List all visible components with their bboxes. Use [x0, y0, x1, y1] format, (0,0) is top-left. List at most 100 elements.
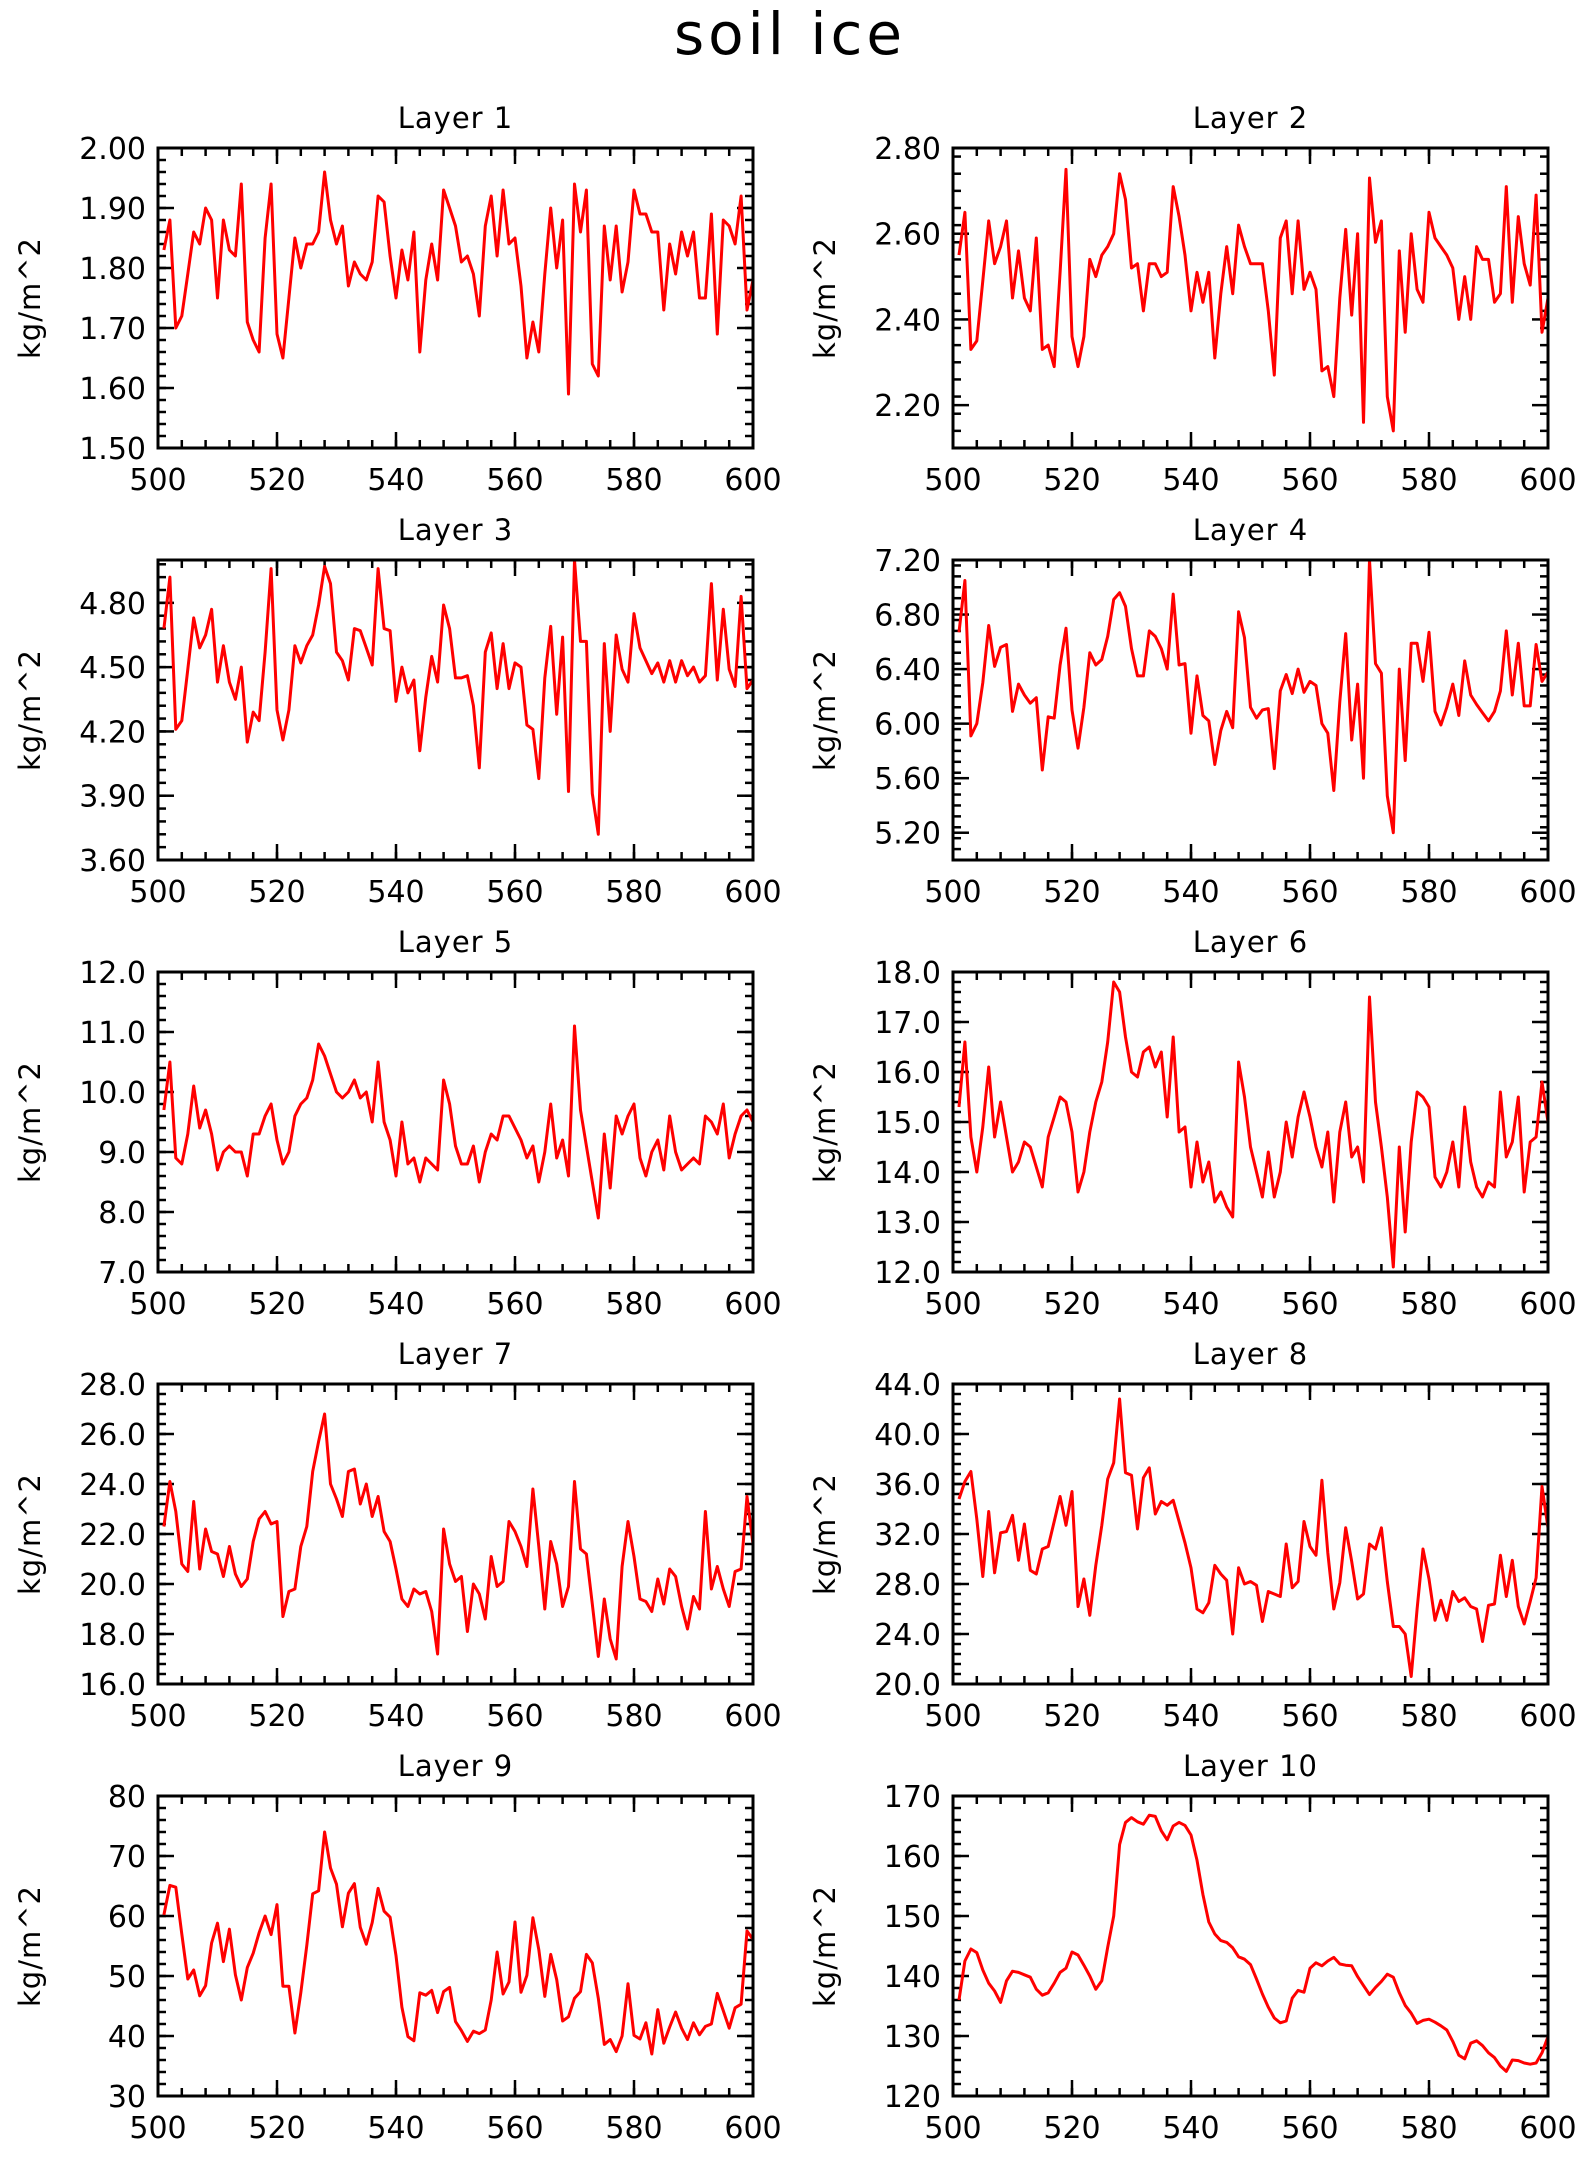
chart-panel-8: Layer 8 kg/m^2 500 520 540 560 580 600 20.0 24.0 2… — [808, 1337, 1577, 1734]
plot-frame — [156, 558, 755, 862]
x-tick-label: 540 — [1162, 2111, 1219, 2146]
x-tick-label: 560 — [486, 875, 543, 910]
y-tick-label: 12.0 — [874, 1256, 941, 1291]
y-tick-label: 1.70 — [79, 312, 146, 347]
y-tick-label: 5.20 — [874, 817, 941, 852]
x-tick-label: 600 — [724, 2111, 781, 2146]
series-line — [957, 1397, 1550, 1678]
series-line — [162, 1412, 755, 1661]
y-axis-label: kg/m^2 — [808, 237, 842, 359]
chart-panel-2: Layer 2 kg/m^2 500 520 540 560 580 600 2.20 2.40 2… — [808, 101, 1577, 498]
x-tick-label: 560 — [1281, 463, 1338, 498]
y-tick-label: 3.90 — [79, 780, 146, 815]
series-line — [957, 980, 1550, 1269]
x-tick-label: 560 — [486, 1287, 543, 1322]
y-axis-label: kg/m^2 — [808, 1885, 842, 2007]
chart-panel-4: Layer 4 kg/m^2 500 520 540 560 580 600 5.20 5.60 6… — [808, 513, 1577, 910]
chart-panel-9: Layer 9 kg/m^2 500 520 540 560 580 600 30 40 50 60 7… — [13, 1749, 782, 2146]
y-tick-label: 28.0 — [874, 1568, 941, 1603]
y-tick-label: 24.0 — [874, 1618, 941, 1653]
x-tick-label: 540 — [367, 2111, 424, 2146]
y-tick-label: 70 — [108, 1840, 146, 1875]
y-tick-label: 7.20 — [874, 544, 941, 579]
y-axis-label: kg/m^2 — [808, 649, 842, 771]
chart-panel-3: Layer 3 kg/m^2 500 520 540 560 580 600 3.60 3.90 4… — [13, 513, 782, 910]
y-tick-label: 4.80 — [79, 587, 146, 622]
y-axis-label: kg/m^2 — [13, 1473, 47, 1595]
x-tick-label: 560 — [486, 1699, 543, 1734]
x-tick-label: 500 — [924, 1699, 981, 1734]
x-tick-label: 580 — [1400, 463, 1457, 498]
y-tick-label: 130 — [884, 2020, 941, 2055]
y-tick-label: 2.80 — [874, 132, 941, 167]
series-line — [162, 558, 755, 836]
y-tick-label: 6.40 — [874, 653, 941, 688]
series-line — [957, 167, 1550, 433]
x-tick-label: 600 — [724, 1287, 781, 1322]
y-tick-label: 1.50 — [79, 432, 146, 467]
x-tick-label: 580 — [605, 463, 662, 498]
panel-title: Layer 6 — [1193, 925, 1309, 959]
panel-title: Layer 5 — [398, 925, 514, 959]
y-tick-label: 6.80 — [874, 599, 941, 634]
y-tick-label: 12.0 — [79, 956, 146, 991]
x-tick-label: 580 — [1400, 1699, 1457, 1734]
figure-title: soil ice — [674, 0, 906, 68]
x-tick-label: 560 — [1281, 875, 1338, 910]
x-tick-label: 500 — [129, 875, 186, 910]
panel-title: Layer 9 — [398, 1749, 514, 1783]
x-tick-label: 580 — [1400, 2111, 1457, 2146]
x-tick-label: 560 — [1281, 1287, 1338, 1322]
x-tick-label: 520 — [248, 1287, 305, 1322]
chart-panel-10: Layer 10 kg/m^2 500 520 540 560 580 600 120 130 14… — [808, 1749, 1577, 2146]
y-tick-label: 15.0 — [874, 1106, 941, 1141]
y-tick-label: 5.60 — [874, 762, 941, 797]
x-tick-label: 500 — [924, 875, 981, 910]
series-line — [957, 1813, 1550, 2073]
x-tick-label: 540 — [367, 463, 424, 498]
x-tick-label: 540 — [1162, 1287, 1219, 1322]
y-tick-label: 22.0 — [79, 1518, 146, 1553]
x-tick-label: 520 — [248, 2111, 305, 2146]
y-tick-label: 30 — [108, 2080, 146, 2115]
x-tick-label: 600 — [1519, 2111, 1576, 2146]
x-tick-label: 600 — [724, 1699, 781, 1734]
chart-panel-7: Layer 7 kg/m^2 500 520 540 560 580 600 16.0 18.0 2… — [13, 1337, 782, 1734]
y-tick-label: 20.0 — [79, 1568, 146, 1603]
x-tick-label: 520 — [1043, 1287, 1100, 1322]
y-tick-label: 170 — [884, 1780, 941, 1815]
y-tick-label: 18.0 — [79, 1618, 146, 1653]
x-tick-label: 540 — [1162, 875, 1219, 910]
y-tick-label: 4.50 — [79, 651, 146, 686]
x-tick-label: 500 — [924, 2111, 981, 2146]
panel-title: Layer 8 — [1193, 1337, 1309, 1371]
y-tick-label: 120 — [884, 2080, 941, 2115]
x-tick-label: 500 — [129, 2111, 186, 2146]
x-tick-label: 500 — [924, 1287, 981, 1322]
x-tick-label: 580 — [1400, 1287, 1457, 1322]
y-tick-label: 9.0 — [98, 1136, 146, 1171]
y-tick-label: 32.0 — [874, 1518, 941, 1553]
y-tick-label: 1.80 — [79, 252, 146, 287]
series-line — [162, 1024, 755, 1220]
y-axis-label: kg/m^2 — [13, 649, 47, 771]
panel-title: Layer 10 — [1183, 1749, 1318, 1783]
x-tick-label: 600 — [1519, 463, 1576, 498]
x-tick-label: 500 — [129, 463, 186, 498]
x-tick-label: 560 — [486, 2111, 543, 2146]
y-axis-label: kg/m^2 — [13, 1885, 47, 2007]
y-tick-label: 28.0 — [79, 1368, 146, 1403]
y-tick-label: 6.00 — [874, 708, 941, 743]
x-tick-label: 580 — [605, 875, 662, 910]
y-tick-label: 44.0 — [874, 1368, 941, 1403]
y-tick-label: 2.40 — [874, 303, 941, 338]
y-tick-label: 14.0 — [874, 1156, 941, 1191]
x-tick-label: 520 — [1043, 1699, 1100, 1734]
y-tick-label: 11.0 — [79, 1016, 146, 1051]
x-tick-label: 560 — [1281, 1699, 1338, 1734]
chart-panel-5: Layer 5 kg/m^2 500 520 540 560 580 600 7.0 8.0 9.0… — [13, 925, 782, 1322]
plot-frame — [951, 1794, 1550, 2098]
x-tick-label: 500 — [129, 1287, 186, 1322]
y-tick-label: 3.60 — [79, 844, 146, 879]
y-tick-label: 1.60 — [79, 372, 146, 407]
